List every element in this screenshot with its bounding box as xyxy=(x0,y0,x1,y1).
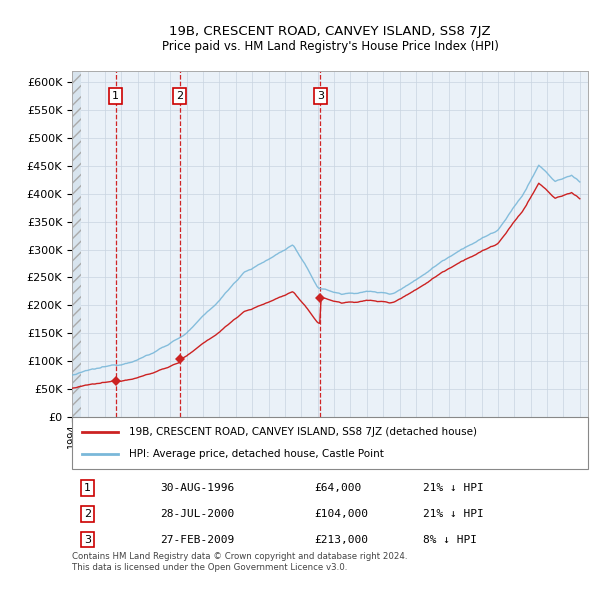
Text: 30-AUG-1996: 30-AUG-1996 xyxy=(160,483,234,493)
Text: 28-JUL-2000: 28-JUL-2000 xyxy=(160,509,234,519)
Text: 21% ↓ HPI: 21% ↓ HPI xyxy=(423,509,484,519)
Text: 21% ↓ HPI: 21% ↓ HPI xyxy=(423,483,484,493)
Bar xyxy=(72,71,81,417)
Text: 27-FEB-2009: 27-FEB-2009 xyxy=(160,535,234,545)
Text: 2: 2 xyxy=(84,509,91,519)
Text: Price paid vs. HM Land Registry's House Price Index (HPI): Price paid vs. HM Land Registry's House … xyxy=(161,40,499,53)
Text: 8% ↓ HPI: 8% ↓ HPI xyxy=(423,535,477,545)
Text: 1: 1 xyxy=(112,91,119,101)
Text: 3: 3 xyxy=(84,535,91,545)
Text: 1: 1 xyxy=(84,483,91,493)
Text: Contains HM Land Registry data © Crown copyright and database right 2024.
This d: Contains HM Land Registry data © Crown c… xyxy=(72,552,407,572)
Text: 19B, CRESCENT ROAD, CANVEY ISLAND, SS8 7JZ (detached house): 19B, CRESCENT ROAD, CANVEY ISLAND, SS8 7… xyxy=(129,427,477,437)
Text: £213,000: £213,000 xyxy=(314,535,368,545)
Text: HPI: Average price, detached house, Castle Point: HPI: Average price, detached house, Cast… xyxy=(129,449,383,459)
Text: £104,000: £104,000 xyxy=(314,509,368,519)
Text: 3: 3 xyxy=(317,91,324,101)
Text: £64,000: £64,000 xyxy=(314,483,362,493)
Text: 2: 2 xyxy=(176,91,183,101)
FancyBboxPatch shape xyxy=(72,417,588,468)
Text: 19B, CRESCENT ROAD, CANVEY ISLAND, SS8 7JZ: 19B, CRESCENT ROAD, CANVEY ISLAND, SS8 7… xyxy=(169,25,491,38)
